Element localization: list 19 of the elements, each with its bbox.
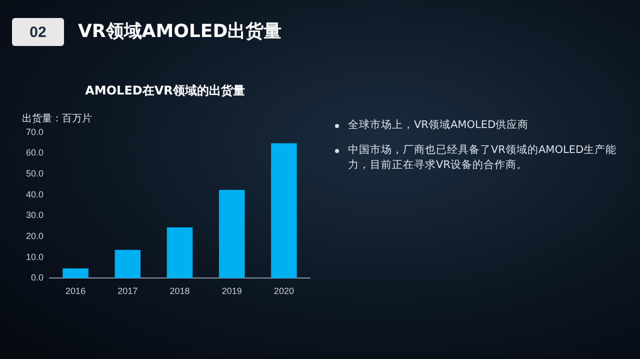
chart-title: AMOLED在VR领域的出货量 — [85, 83, 245, 98]
y-tick-label: 60.0 — [26, 148, 44, 158]
text: VR领域AMOLED出货量 — [78, 20, 282, 43]
y-tick-label: 50.0 — [26, 168, 44, 179]
y-axis-title: 出货量：百万片 — [22, 112, 92, 125]
x-tick-label: 2018 — [170, 286, 190, 296]
text: 中国市场，厂商也已经具备了VR领域的AMOLED生产能力，目前正在寻求VR设备的合作商。 — [348, 143, 618, 174]
y-tick-label: 20.0 — [26, 231, 44, 242]
text: 全球市场上，VR领域AMOLED供应商 — [348, 118, 530, 133]
y-tick-label: 30.0 — [26, 210, 44, 220]
x-tick-label: 2019 — [222, 286, 242, 296]
x-tick-label: 2017 — [118, 286, 138, 296]
x-tick-label: 2020 — [274, 286, 294, 296]
x-tick-label: 2016 — [66, 286, 86, 296]
y-tick-label: 70.0 — [26, 126, 44, 137]
text: 02 — [12, 18, 64, 46]
y-tick-label: 40.0 — [26, 189, 44, 200]
y-tick-label: 0.0 — [31, 272, 44, 283]
y-tick-label: 10.0 — [26, 252, 44, 262]
